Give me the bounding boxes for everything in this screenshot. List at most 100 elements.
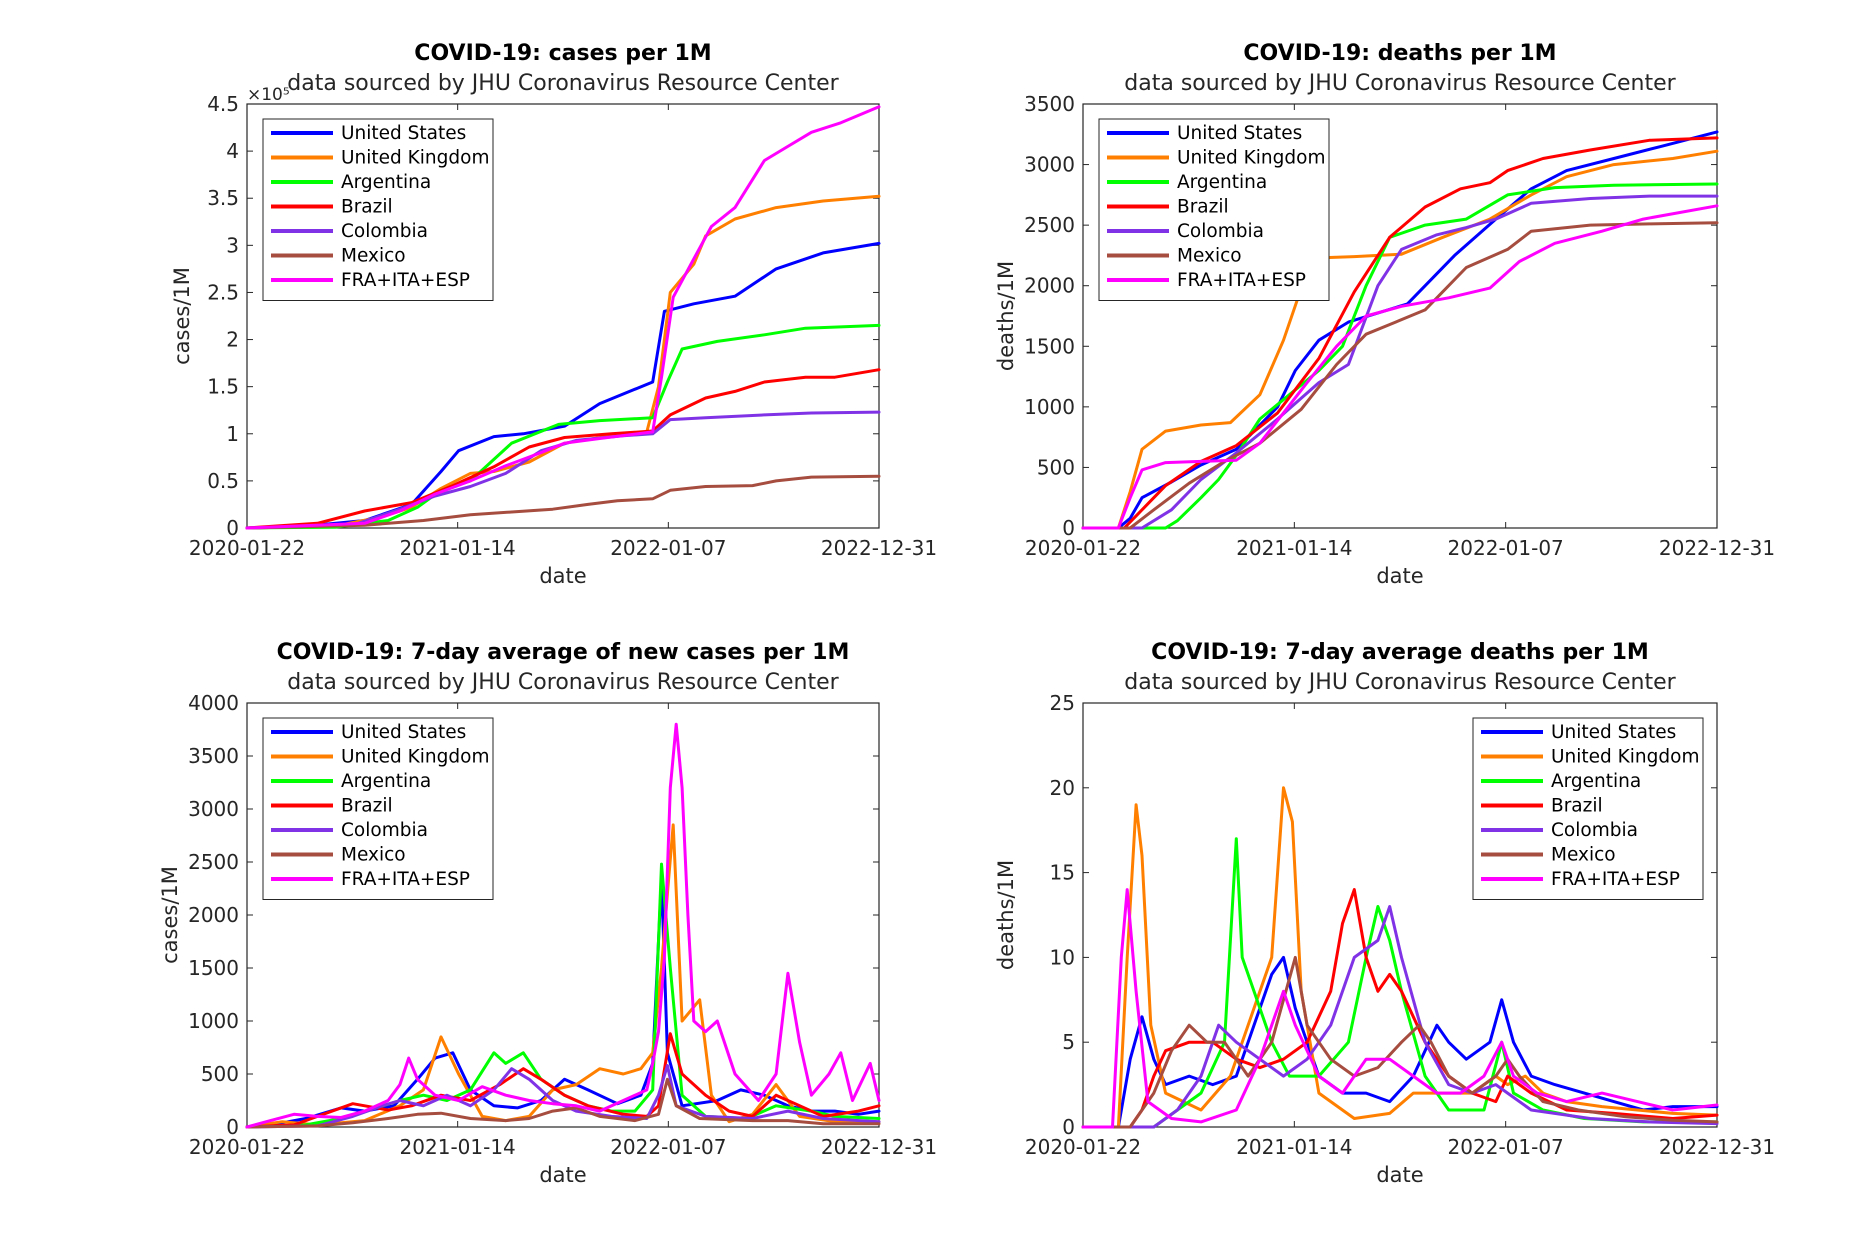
legend: United States United Kingdom Argentina Braz… — [1098, 118, 1330, 301]
y-tick-label: 2500 — [188, 850, 239, 874]
legend-box — [1472, 717, 1704, 900]
chart-subtitle: data sourced by JHU Coronavirus Resource… — [287, 670, 839, 695]
x-tick-label: 2022-01-07 — [610, 536, 726, 560]
legend-entry: Brazil — [1177, 197, 1229, 218]
series-line-argentina — [245, 323, 881, 530]
x-tick-label: 2022-12-31 — [1659, 1135, 1775, 1159]
legend-entry: FRA+ITA+ESP — [341, 270, 470, 291]
legend-box — [1098, 118, 1330, 301]
series-line-mexico — [245, 474, 881, 530]
x-axis-label: date — [539, 1163, 586, 1187]
legend-entry: United States — [341, 722, 466, 743]
y-tick-label: 20 — [1050, 776, 1075, 800]
x-axis-label: date — [1376, 1163, 1423, 1187]
legend-entry: United Kingdom — [1177, 148, 1326, 169]
x-axis-label: date — [539, 564, 586, 588]
chart-title: COVID-19: 7-day average deaths per 1M — [1151, 640, 1649, 665]
series-line-fra-ita-esp — [1081, 888, 1719, 1129]
x-tick-label: 2020-01-22 — [1025, 536, 1141, 560]
legend-box — [262, 118, 494, 301]
y-tick-label: 0.5 — [207, 469, 239, 493]
panel-cases-cumulative: COVID-19: cases per 1M data sourced by JH… — [170, 41, 937, 588]
legend: United States United Kingdom Argentina Braz… — [262, 717, 494, 900]
y-tick-label: 500 — [201, 1062, 239, 1086]
y-tick-label: 4 — [226, 139, 239, 163]
legend: United States United Kingdom Argentina Braz… — [262, 118, 494, 301]
legend-entry: Argentina — [1177, 172, 1267, 193]
legend-box — [262, 717, 494, 900]
y-tick-label: 2000 — [1024, 274, 1075, 298]
y-axis-label: cases/1M — [170, 267, 194, 365]
y-tick-label: 5 — [1062, 1030, 1075, 1054]
x-tick-label: 2021-01-14 — [400, 1135, 516, 1159]
y-tick-label: 25 — [1050, 691, 1075, 715]
y-tick-label: 2000 — [188, 903, 239, 927]
y-axis-label: cases/1M — [158, 866, 182, 964]
series-line-fra-ita-esp — [245, 722, 881, 1129]
series-line-united-states — [1081, 955, 1719, 1129]
legend-entry: FRA+ITA+ESP — [1177, 270, 1306, 291]
x-tick-label: 2021-01-14 — [1236, 1135, 1352, 1159]
legend-entry: Mexico — [1551, 845, 1616, 866]
panel-deaths-7day: COVID-19: 7-day average deaths per 1M dat… — [994, 640, 1775, 1187]
x-tick-label: 2020-01-22 — [189, 536, 305, 560]
legend-entry: Brazil — [341, 796, 393, 817]
x-axis-label: date — [1376, 564, 1423, 588]
series-line-brazil — [1081, 136, 1719, 530]
legend-entry: Colombia — [1551, 820, 1638, 841]
chart-title: COVID-19: cases per 1M — [414, 41, 711, 66]
y-tick-label: 15 — [1050, 861, 1075, 885]
series-line-mexico — [1081, 221, 1719, 530]
legend: United States United Kingdom Argentina Braz… — [1472, 717, 1704, 900]
y-tick-label: 1.5 — [207, 375, 239, 399]
y-tick-label: 10 — [1050, 945, 1075, 969]
y-tick-label: 3500 — [1024, 92, 1075, 116]
y-exponent-label: ×10⁵ — [247, 85, 290, 105]
x-tick-label: 2022-12-31 — [1659, 536, 1775, 560]
legend-entry: United States — [1551, 722, 1676, 743]
y-axis-label: deaths/1M — [994, 860, 1018, 970]
y-tick-label: 2.5 — [207, 280, 239, 304]
y-tick-label: 3 — [226, 233, 239, 257]
y-tick-label: 3000 — [188, 797, 239, 821]
series-line-colombia — [1081, 194, 1719, 530]
legend-entry: Argentina — [1551, 771, 1641, 792]
y-tick-label: 0 — [226, 516, 239, 540]
series-line-mexico — [245, 1077, 881, 1129]
legend-entry: Mexico — [341, 246, 406, 267]
x-tick-label: 2020-01-22 — [189, 1135, 305, 1159]
legend-entry: United States — [341, 123, 466, 144]
y-tick-label: 1000 — [188, 1009, 239, 1033]
legend-entry: Colombia — [1177, 221, 1264, 242]
y-tick-label: 4.5 — [207, 92, 239, 116]
chart-title: COVID-19: 7-day average of new cases per… — [277, 640, 850, 665]
y-tick-label: 1500 — [188, 956, 239, 980]
x-tick-label: 2022-01-07 — [610, 1135, 726, 1159]
legend-entry: Mexico — [341, 845, 406, 866]
legend-entry: United Kingdom — [341, 747, 490, 768]
chart-subtitle: data sourced by JHU Coronavirus Resource… — [1124, 71, 1676, 96]
legend-entry: Mexico — [1177, 246, 1242, 267]
series-line-fra-ita-esp — [245, 105, 881, 530]
y-tick-label: 3000 — [1024, 153, 1075, 177]
x-tick-label: 2022-01-07 — [1448, 536, 1564, 560]
y-tick-label: 0 — [1062, 1115, 1075, 1139]
x-tick-label: 2022-12-31 — [821, 1135, 937, 1159]
x-tick-label: 2022-12-31 — [821, 536, 937, 560]
y-tick-label: 1500 — [1024, 334, 1075, 358]
y-tick-label: 500 — [1037, 455, 1075, 479]
x-tick-label: 2021-01-14 — [1236, 536, 1352, 560]
y-tick-label: 3.5 — [207, 186, 239, 210]
legend-entry: United States — [1177, 123, 1302, 144]
y-tick-label: 2500 — [1024, 213, 1075, 237]
legend-entry: FRA+ITA+ESP — [1551, 869, 1680, 890]
legend-entry: United Kingdom — [1551, 747, 1700, 768]
legend-entry: Argentina — [341, 771, 431, 792]
chart-subtitle: data sourced by JHU Coronavirus Resource… — [287, 71, 839, 96]
panel-deaths-cumulative: COVID-19: deaths per 1M data sourced by J… — [994, 41, 1775, 588]
x-tick-label: 2020-01-22 — [1025, 1135, 1141, 1159]
y-tick-label: 1 — [226, 422, 239, 446]
chart-title: COVID-19: deaths per 1M — [1243, 41, 1556, 66]
x-tick-label: 2022-01-07 — [1448, 1135, 1564, 1159]
